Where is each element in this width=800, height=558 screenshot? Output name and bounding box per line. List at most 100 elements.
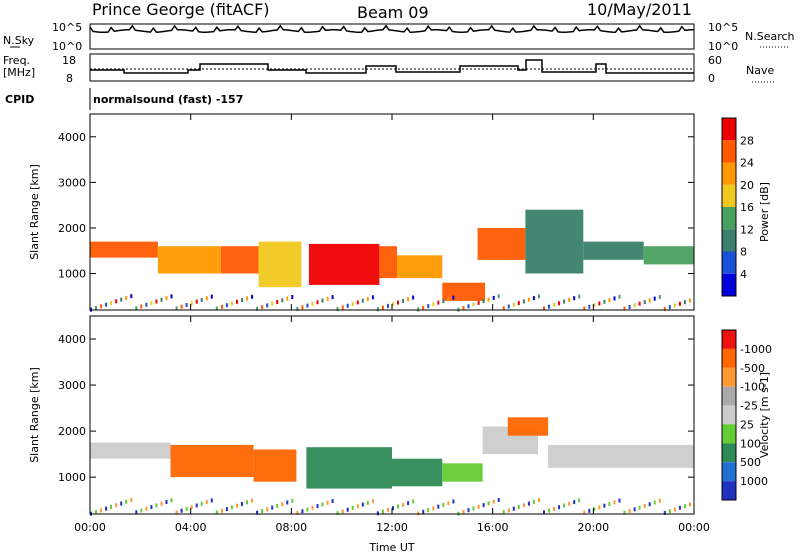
power-speckle (392, 302, 394, 307)
power-speckle (321, 298, 324, 303)
power-speckle (447, 297, 450, 302)
power-speckle (497, 294, 500, 299)
noise-sky-trace (89, 24, 694, 33)
velocity-speckle (230, 505, 233, 510)
velocity-speckle (447, 501, 450, 506)
power-speckle (397, 300, 399, 305)
velocity-speckle (135, 510, 138, 515)
velocity-speckle (170, 498, 173, 503)
velocity-speckle (522, 503, 525, 508)
power-band (258, 241, 302, 288)
power-colorbar-label: Power [dB] (758, 182, 771, 242)
velocity-speckle (568, 501, 571, 506)
colorbar-swatch (722, 330, 736, 349)
velocity-speckle (100, 508, 103, 513)
power-speckle (291, 295, 294, 299)
velocity-speckle (412, 499, 415, 504)
velocity-speckle (512, 506, 515, 511)
velocity-speckle (588, 508, 591, 513)
power-speckle (331, 295, 334, 300)
power-speckle (638, 301, 641, 306)
velocity-speckle (205, 500, 208, 505)
power-speckle (180, 304, 183, 309)
nsky-label: N.Sky (3, 34, 35, 47)
velocity-speckle (220, 508, 223, 513)
power-speckle (628, 305, 631, 309)
colorbar-tick: 500 (740, 456, 761, 469)
time-axis-ticks: 00:00 04:00 08:00 12:00 16:00 20:00 00:00 (74, 114, 710, 534)
velocity-yticks: 1000 2000 3000 4000 (58, 333, 694, 484)
xtick-label: 12:00 (376, 521, 408, 534)
colorbar-swatch (722, 251, 736, 274)
velocity-speckle (236, 503, 238, 508)
velocity-band (170, 444, 254, 478)
colorbar-tick: 100 (740, 437, 761, 450)
time-axis-label: Time UT (368, 541, 414, 554)
power-speckle (482, 299, 485, 304)
xtick-label: 00:00 (678, 521, 710, 534)
velocity-speckle (553, 506, 556, 511)
velocity-colorbar: 1000 500 100 25 -25 -100 -500 -1000 (721, 329, 772, 501)
power-speckle (462, 306, 465, 310)
velocity-speckle (432, 506, 435, 511)
power-speckle (381, 305, 384, 310)
power-speckle (442, 299, 445, 304)
power-speckle (538, 294, 540, 299)
cpid-text: normalsound (fast) -157 (93, 93, 243, 106)
power-speckle (160, 297, 163, 302)
power-speckle (603, 299, 606, 304)
velocity-speckle (497, 498, 500, 502)
power-speckle (643, 300, 646, 304)
station-title: Prince George (fitACF) (92, 0, 270, 19)
velocity-speckle (422, 509, 425, 514)
power-speckle (673, 303, 676, 308)
power-speckle (452, 295, 455, 300)
velocity-speckle (160, 501, 163, 506)
power-speckle (422, 305, 425, 310)
freq-label-line2: [MHz] (3, 66, 35, 79)
velocity-speckle (326, 500, 329, 505)
velocity-speckle (321, 502, 324, 507)
power-speckle (266, 303, 269, 308)
velocity-speckle (452, 499, 455, 504)
velocity-speckle (281, 502, 284, 507)
velocity-speckle (356, 504, 359, 509)
power-speckle (663, 306, 666, 311)
velocity-speckle (291, 498, 294, 503)
velocity-speckle (563, 503, 566, 508)
velocity-speckle (361, 502, 364, 507)
velocity-speckle (351, 506, 354, 510)
velocity-speckle (346, 507, 349, 512)
freq-panel (89, 53, 695, 82)
velocity-speckle (673, 507, 676, 512)
velocity-speckle (427, 508, 430, 513)
velocity-speckle (598, 505, 601, 510)
colorbar-tick: 8 (740, 246, 747, 259)
xtick-label: 20:00 (577, 521, 609, 534)
power-speckle (598, 301, 601, 306)
velocity-speckle (658, 498, 661, 503)
velocity-speckle (190, 505, 193, 510)
freq-step-trace (90, 59, 694, 74)
power-speckle (356, 300, 359, 305)
velocity-speckle (120, 501, 123, 506)
velocity-speckle (387, 507, 389, 512)
velocity-speckle (225, 507, 228, 512)
colorbar-swatch (722, 162, 736, 185)
power-speckle (256, 306, 259, 311)
power-speckle (583, 306, 586, 311)
power-speckle (653, 296, 656, 301)
velocity-speckle (638, 505, 641, 510)
velocity-speckle (256, 510, 259, 515)
velocity-speckle (241, 502, 243, 506)
power-speckle (220, 304, 223, 309)
power-speckle (432, 302, 435, 307)
power-speckle (100, 304, 103, 309)
power-speckle (477, 300, 480, 305)
power-speckle (105, 302, 108, 307)
power-yticks: 1000 2000 3000 4000 (58, 131, 694, 281)
velocity-speckle (145, 506, 148, 511)
power-speckle (145, 302, 148, 307)
power-speckle (336, 307, 339, 312)
power-speckle (472, 302, 475, 307)
